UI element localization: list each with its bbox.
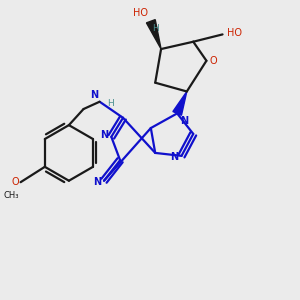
Text: N: N xyxy=(90,90,98,100)
Text: N: N xyxy=(94,177,102,187)
Text: O: O xyxy=(11,177,19,187)
Text: N: N xyxy=(100,130,108,140)
Text: N: N xyxy=(180,116,188,126)
Polygon shape xyxy=(173,92,187,115)
Text: H: H xyxy=(107,99,114,108)
Text: CH₃: CH₃ xyxy=(3,191,19,200)
Text: HO: HO xyxy=(227,28,242,38)
Text: O: O xyxy=(210,56,218,66)
Text: H: H xyxy=(152,24,159,33)
Text: HO: HO xyxy=(133,8,148,18)
Polygon shape xyxy=(146,20,161,49)
Text: N: N xyxy=(170,152,178,162)
